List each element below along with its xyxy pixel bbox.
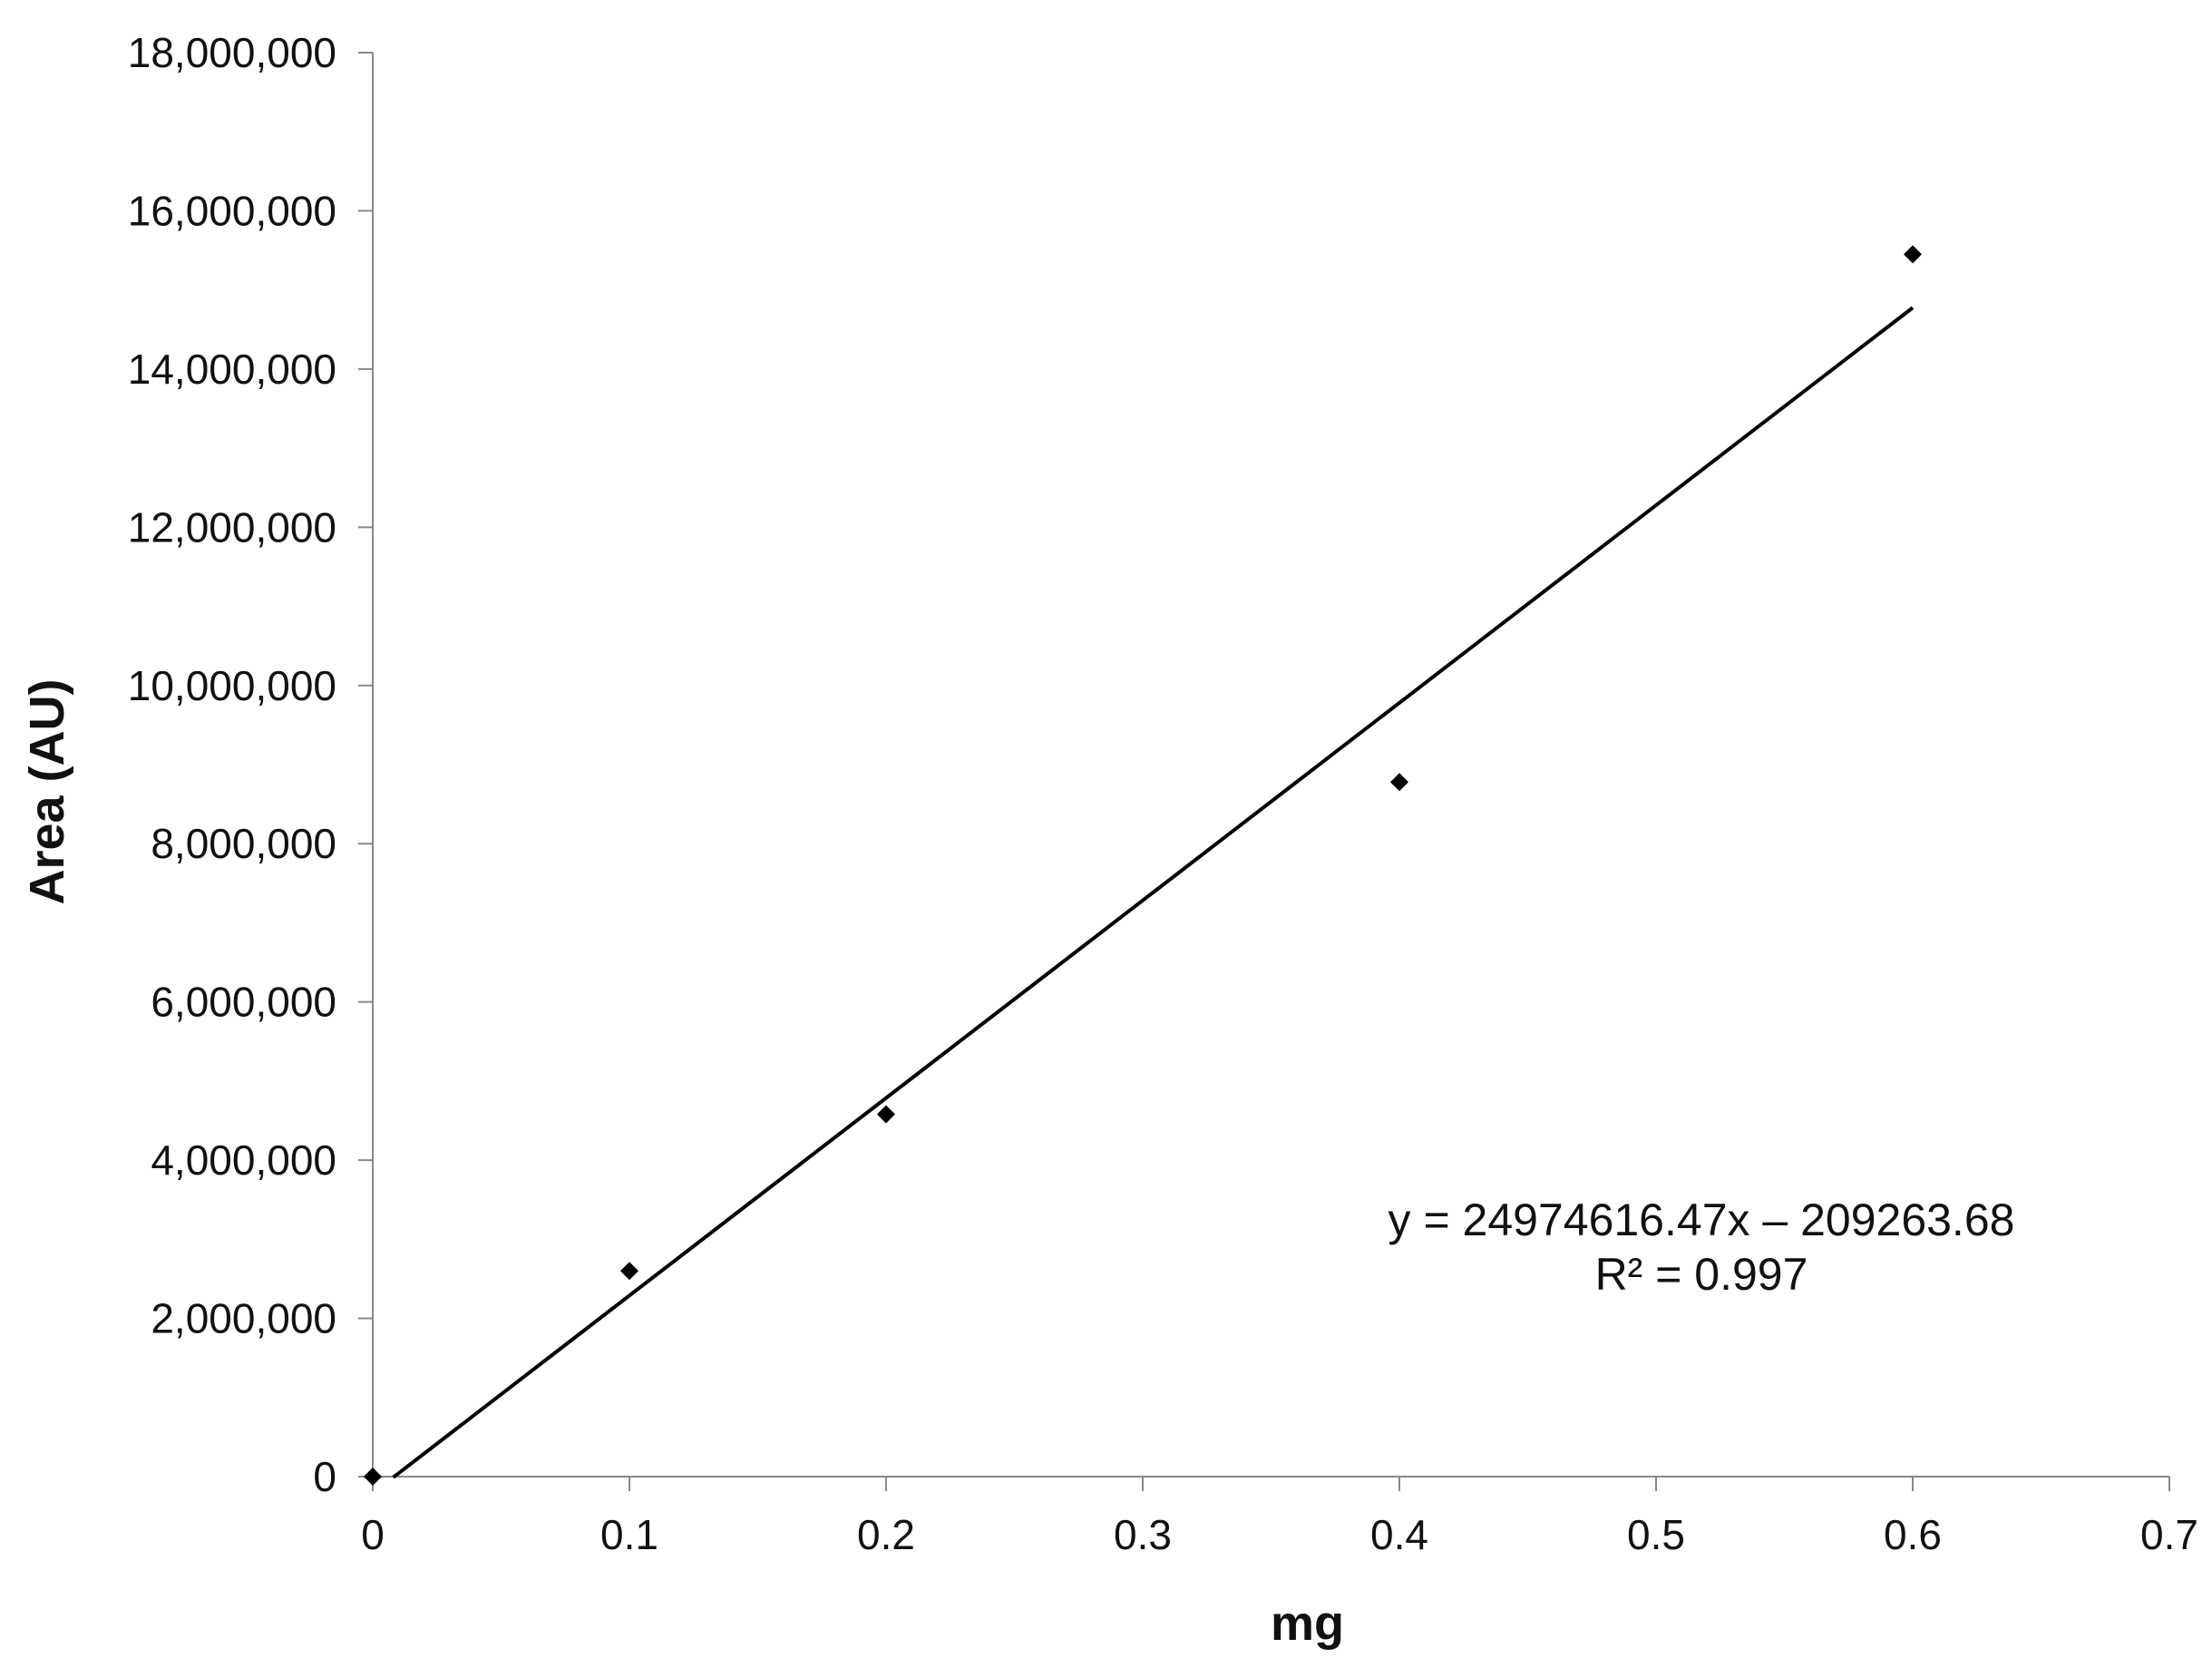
data-point xyxy=(364,1468,382,1486)
y-tick-label: 10,000,000 xyxy=(128,662,336,709)
trendline-group xyxy=(392,306,1915,1479)
y-tick-label: 6,000,000 xyxy=(151,979,336,1026)
y-tick-label: 12,000,000 xyxy=(128,503,336,551)
x-tick-label: 0.3 xyxy=(1114,1511,1172,1558)
y-axis-ticks: 0 2,000,000 4,000,000 6,000,000 8,000,000 10,… xyxy=(128,29,373,1500)
trendline xyxy=(392,306,1915,1479)
y-tick-label: 16,000,000 xyxy=(128,187,336,234)
y-tick-label: 18,000,000 xyxy=(128,29,336,76)
data-points xyxy=(364,245,1922,1486)
x-tick-label: 0.7 xyxy=(2140,1511,2198,1558)
axes xyxy=(372,53,2169,1478)
data-point xyxy=(1390,773,1408,792)
x-axis-ticks: 0 0.1 0.2 0.3 0.4 0.5 0.6 0.7 xyxy=(361,1477,2198,1558)
y-tick-label: 14,000,000 xyxy=(128,346,336,393)
data-point xyxy=(877,1105,895,1124)
y-axis-title: Area (AU) xyxy=(20,678,74,904)
x-tick-label: 0.1 xyxy=(600,1511,658,1558)
y-tick-label: 4,000,000 xyxy=(151,1136,336,1184)
y-tick-label: 0 xyxy=(313,1453,336,1500)
trendline-equation: y = 24974616.47x – 209263.68 xyxy=(1389,1195,2015,1245)
y-tick-label: 2,000,000 xyxy=(151,1295,336,1342)
r-squared-label: R² = 0.997 xyxy=(1595,1249,1808,1300)
data-point xyxy=(1904,245,1922,264)
y-tick-label: 8,000,000 xyxy=(151,820,336,867)
x-tick-label: 0.6 xyxy=(1884,1511,1942,1558)
data-point xyxy=(620,1262,638,1281)
x-tick-label: 0 xyxy=(361,1511,385,1558)
x-tick-label: 0.5 xyxy=(1627,1511,1685,1558)
x-tick-label: 0.4 xyxy=(1370,1511,1428,1558)
x-axis-title: mg xyxy=(1271,1596,1344,1651)
x-tick-label: 0.2 xyxy=(857,1511,915,1558)
